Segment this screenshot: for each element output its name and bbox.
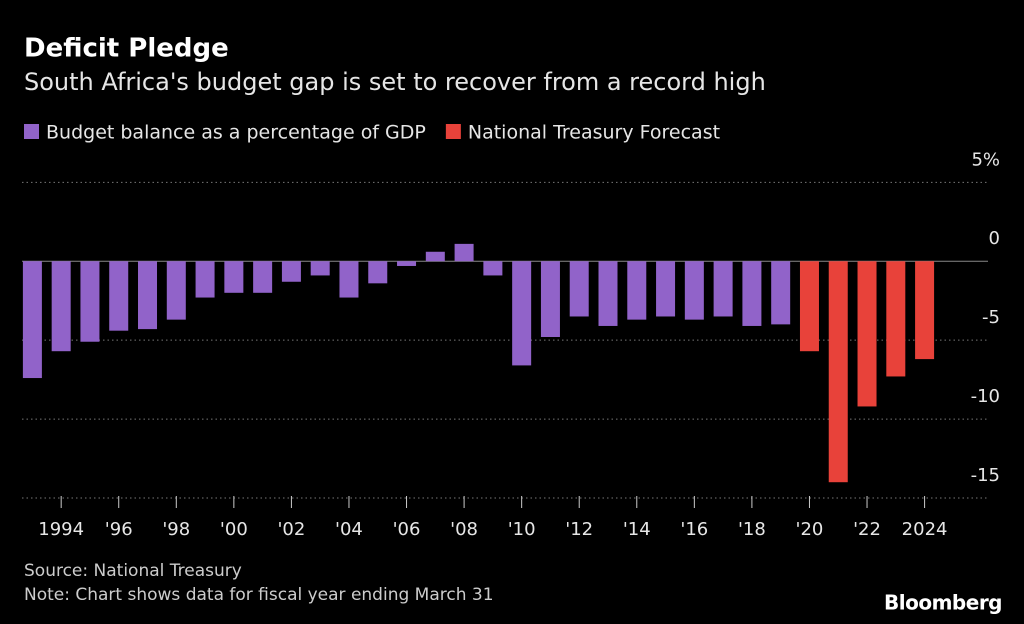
bar: [80, 261, 100, 342]
y-tick-label: 0: [989, 228, 1000, 249]
bar: [109, 261, 129, 331]
x-tick-label: '20: [796, 519, 824, 540]
bar: [281, 261, 301, 282]
chart-title: Deficit Pledge: [24, 34, 229, 64]
y-tick-label: -15: [971, 465, 1000, 486]
bar: [857, 261, 877, 407]
x-tick-label: '22: [853, 519, 881, 540]
bar: [310, 261, 330, 276]
legend-label: National Treasury Forecast: [468, 122, 720, 144]
legend-swatch: [445, 124, 461, 139]
y-tick-label: 5%: [971, 149, 1000, 170]
x-tick-label: '96: [105, 519, 133, 540]
bar: [627, 261, 647, 320]
x-tick-label: 1994: [38, 519, 84, 540]
x-tick-label: '12: [565, 519, 593, 540]
x-tick-label: '04: [335, 519, 363, 540]
bar: [253, 261, 273, 293]
bar: [339, 261, 359, 298]
legend-label: Budget balance as a percentage of GDP: [46, 122, 426, 144]
bar: [742, 261, 762, 326]
bar: [799, 261, 819, 352]
brand-logo: Bloomberg: [884, 591, 1002, 615]
bar: [138, 261, 158, 330]
bar: [454, 243, 474, 262]
bar: [569, 261, 589, 317]
bar: [598, 261, 618, 326]
bar: [684, 261, 704, 320]
bar: [166, 261, 186, 320]
bar: [713, 261, 733, 317]
source: Source: National Treasury: [24, 561, 242, 581]
bar: [224, 261, 244, 293]
x-tick-label: '16: [680, 519, 708, 540]
bar: [22, 261, 42, 379]
bar: [771, 261, 791, 325]
x-tick-label: 2024: [902, 519, 948, 540]
bar: [512, 261, 532, 366]
bar: [368, 261, 388, 284]
bar: [915, 261, 935, 360]
bar: [483, 261, 503, 276]
x-tick-label: '14: [623, 519, 651, 540]
bar: [397, 261, 417, 266]
x-tick-label: '06: [393, 519, 421, 540]
x-tick-label: '98: [162, 519, 190, 540]
y-tick-label: -5: [982, 307, 1000, 328]
bar: [195, 261, 215, 298]
x-tick-label: '08: [450, 519, 478, 540]
bar: [656, 261, 676, 317]
bar: [540, 261, 560, 337]
bar: [51, 261, 71, 352]
bar: [886, 261, 906, 377]
bar: [828, 261, 848, 483]
x-tick-label: '18: [738, 519, 766, 540]
y-tick-label: -10: [971, 386, 1000, 407]
x-tick-label: '02: [277, 519, 305, 540]
x-tick-label: '00: [220, 519, 248, 540]
chart-subtitle: South Africa's budget gap is set to reco…: [24, 68, 766, 96]
x-tick-label: '10: [508, 519, 536, 540]
note: Note: Chart shows data for fiscal year e…: [24, 585, 494, 605]
legend-swatch: [24, 124, 39, 139]
bar: [425, 251, 445, 262]
